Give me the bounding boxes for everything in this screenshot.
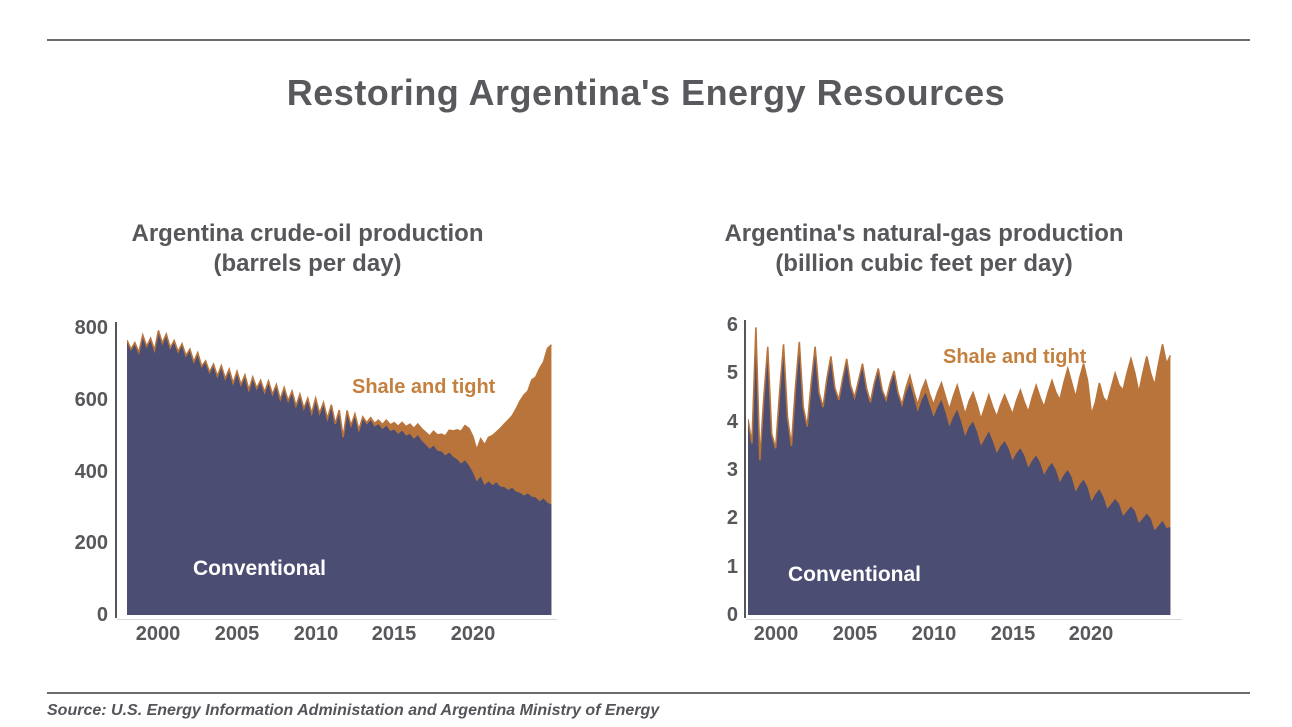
- x-tick-label: 2020: [1068, 623, 1114, 645]
- x-tick-label: 2000: [135, 623, 181, 645]
- y-tick-label: 1: [726, 556, 738, 578]
- y-tick-label: 200: [74, 532, 108, 554]
- left-chart-title: Argentina crude-oil production (barrels …: [60, 219, 555, 279]
- y-tick-label: 2: [726, 507, 738, 529]
- y-tick-label: 6: [726, 314, 738, 336]
- left-chart-title-line2: (barrels per day): [213, 250, 402, 277]
- x-tick-label: 2015: [990, 623, 1036, 645]
- x-tick-label: 2020: [450, 623, 496, 645]
- y-tick-label: 4: [726, 411, 738, 433]
- page-title: Restoring Argentina's Energy Resources: [286, 72, 1006, 113]
- y-tick-label: 800: [74, 317, 108, 339]
- right-chart-title: Argentina's natural-gas production (bill…: [690, 219, 1158, 279]
- left-chart-plot-area: [127, 330, 552, 615]
- source-attribution: Source: U.S. Energy Information Administ…: [47, 702, 660, 719]
- left-chart-y-axis-line: [115, 322, 117, 618]
- right-shale-area-label: Shale and tight: [943, 346, 1087, 368]
- right-chart-y-axis-line: [744, 320, 746, 618]
- x-tick-label: 2015: [371, 623, 417, 645]
- x-tick-label: 2010: [293, 623, 339, 645]
- left-conventional-area-label: Conventional: [193, 557, 327, 580]
- total-production-outline: [127, 330, 552, 453]
- left-shale-area-label: Shale and tight: [352, 376, 496, 398]
- conventional-area: [748, 327, 1171, 615]
- left-chart-x-axis-baseline: [117, 615, 557, 619]
- y-tick-label: 5: [726, 362, 738, 384]
- right-chart-title-line2: (billion cubic feet per day): [775, 250, 1073, 277]
- right-chart-title-line1: Argentina's natural-gas production: [724, 220, 1124, 247]
- x-tick-label: 2010: [911, 623, 957, 645]
- x-tick-label: 2005: [832, 623, 878, 645]
- right-chart-plot-area: [748, 327, 1172, 615]
- left-chart-title-line1: Argentina crude-oil production: [131, 220, 484, 247]
- y-tick-label: 0: [96, 604, 108, 626]
- y-tick-label: 3: [726, 459, 738, 481]
- x-tick-label: 2005: [214, 623, 260, 645]
- y-tick-label: 0: [726, 604, 738, 626]
- x-tick-label: 2000: [753, 623, 799, 645]
- total-production-outline: [748, 327, 1172, 461]
- bottom-divider-line: [47, 692, 1250, 694]
- right-chart-x-axis-baseline: [746, 615, 1182, 619]
- conventional-area: [127, 330, 552, 615]
- y-tick-label: 400: [74, 461, 108, 483]
- right-conventional-area-label: Conventional: [788, 563, 922, 586]
- top-divider-line: [47, 39, 1250, 41]
- y-tick-label: 600: [74, 389, 108, 411]
